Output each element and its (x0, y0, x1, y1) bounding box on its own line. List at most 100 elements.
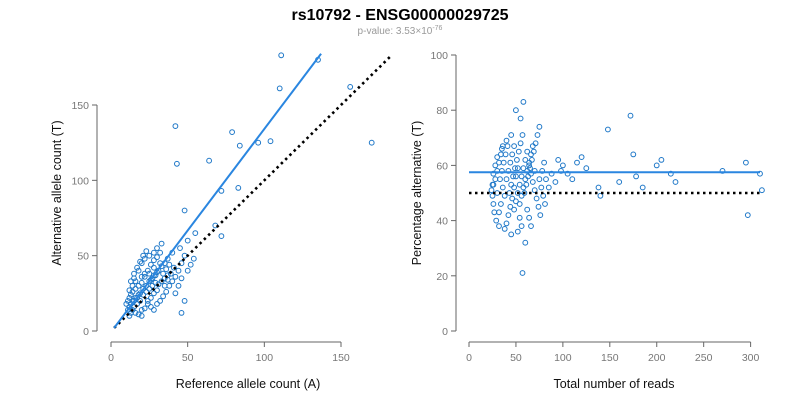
left-data-point (190, 255, 197, 262)
left-data-point (137, 298, 144, 304)
right-y-tick-label: 20 (436, 271, 448, 283)
right-data-point (537, 212, 544, 219)
left-data-point (368, 139, 375, 146)
right-data-point (491, 209, 498, 216)
right-data-point (505, 212, 512, 219)
left-data-point (138, 279, 145, 286)
right-data-point (501, 226, 508, 232)
right-data-point (500, 159, 507, 166)
left-data-point (154, 254, 160, 261)
right-data-point (499, 184, 506, 191)
right-data-point (504, 143, 511, 150)
pvalue-exponent: -76 (432, 25, 442, 32)
left-data-point (154, 287, 160, 294)
left-data-point (135, 291, 142, 298)
right-data-point (514, 190, 521, 196)
right-x-tick-label: 100 (554, 352, 572, 364)
right-data-point (532, 140, 539, 147)
left-data-point (206, 157, 213, 164)
right-data-point (519, 270, 526, 276)
right-data-point (508, 231, 515, 238)
chart-title: rs10792 - ENSG00000029725 (291, 7, 508, 24)
right-data-point (510, 173, 516, 180)
left-data-point (151, 290, 157, 297)
right-data-point (517, 115, 524, 122)
left-data-point (192, 230, 199, 237)
left-data-point (141, 255, 148, 262)
left-data-point (175, 267, 182, 274)
left-data-point (235, 185, 242, 191)
right-y-axis-label: Percentage alternative (T) (410, 121, 424, 266)
left-data-point (148, 295, 154, 301)
left-data-point (160, 270, 167, 277)
left-data-point (146, 285, 153, 292)
right-data-point (543, 176, 549, 183)
right-data-point (531, 187, 538, 194)
right-data-point (511, 184, 517, 191)
left-data-point (177, 245, 183, 252)
right-data-point (503, 176, 510, 183)
left-data-point (129, 288, 136, 295)
left-scatter-panel: 0 50 100 150 0 50 100 150 Reference allele coun… (50, 52, 391, 391)
left-data-point (178, 275, 185, 282)
right-data-point (522, 239, 529, 246)
right-data-point (527, 165, 533, 172)
right-data-point (560, 162, 566, 169)
left-data-point (141, 273, 148, 280)
left-data-point (154, 301, 160, 307)
left-data-point (163, 288, 170, 295)
right-data-point (525, 173, 531, 180)
left-data-point (134, 264, 141, 271)
right-x-tick-label: 50 (510, 352, 522, 364)
right-data-point (583, 165, 590, 172)
left-data-point (163, 266, 170, 273)
left-data-point (144, 298, 151, 304)
left-data-point (158, 240, 165, 247)
right-data-point (530, 148, 537, 155)
right-data-point (494, 154, 501, 161)
right-x-tick-label: 250 (695, 352, 713, 364)
pvalue-text: p-value: 3.53×10 (358, 26, 433, 37)
right-data-point (536, 176, 543, 183)
left-y-tick-label: 0 (83, 326, 89, 338)
right-data-point (499, 145, 505, 152)
right-data-point (555, 157, 562, 163)
right-lines-group (469, 171, 760, 195)
right-data-point (497, 176, 503, 183)
left-data-point (236, 142, 243, 149)
right-data-point (595, 184, 602, 191)
right-x-tick-label: 0 (466, 352, 472, 364)
right-data-point (515, 148, 522, 155)
left-data-point (146, 252, 153, 259)
left-data-point (151, 272, 157, 279)
right-data-point (535, 203, 542, 210)
chart-subtitle: p-value: 3.53×10-76 (358, 25, 443, 37)
right-data-point (658, 157, 665, 163)
right-data-point (524, 148, 531, 155)
left-data-point (166, 282, 173, 289)
right-data-point (552, 179, 559, 185)
right-data-point (524, 206, 531, 213)
left-data-point (151, 264, 157, 271)
left-data-point (166, 261, 173, 268)
right-data-point (490, 181, 497, 188)
right-scatter-panel: 0 50 100 150 200 250 300 0 20 40 60 80 100 Total num… (410, 50, 765, 391)
left-y-tick-label: 150 (71, 100, 89, 112)
right-data-point (516, 214, 523, 221)
right-x-tick-label: 200 (648, 352, 666, 364)
left-data-point (135, 267, 142, 274)
right-data-point (529, 143, 536, 150)
left-data-point (174, 160, 180, 167)
left-data-point (126, 313, 133, 319)
left-data-point (131, 270, 137, 277)
left-data-point (143, 248, 150, 255)
right-data-point (513, 107, 519, 114)
right-data-point (578, 154, 585, 161)
right-data-point (627, 112, 634, 119)
left-data-point (137, 258, 144, 265)
right-data-point (511, 206, 517, 213)
right-data-point (509, 151, 516, 158)
left-data-point (171, 264, 177, 271)
right-data-point (499, 143, 506, 150)
